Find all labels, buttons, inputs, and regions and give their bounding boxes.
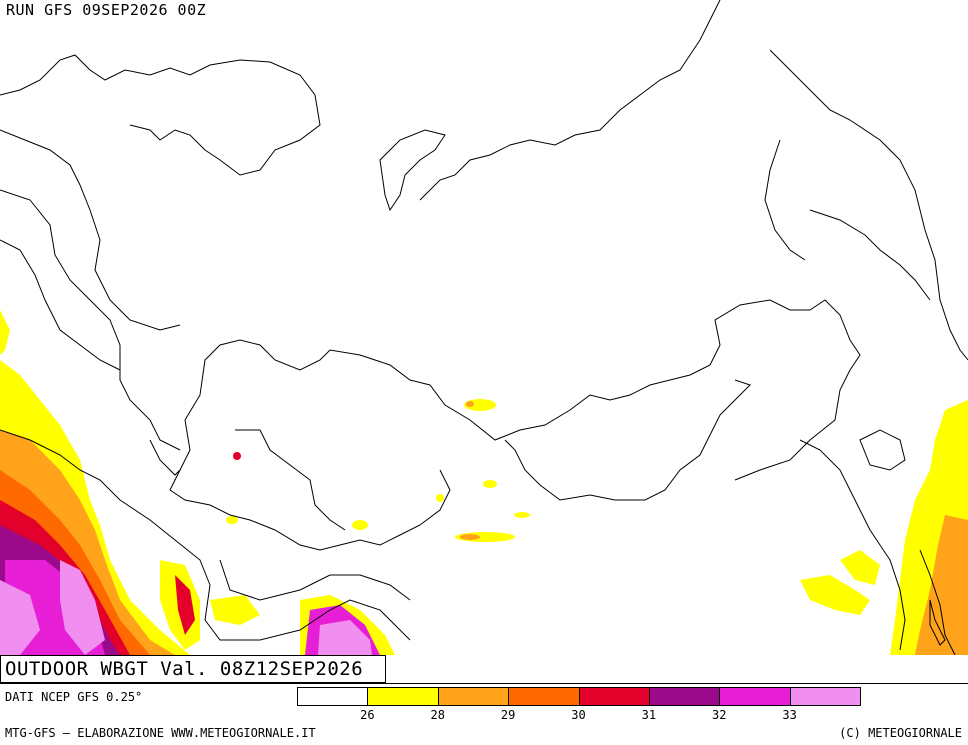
legend-swatch [297,687,369,706]
legend-swatch [648,687,721,706]
legend-tick-label: 31 [641,708,657,722]
map-borders [0,0,968,656]
run-label: RUN GFS 09SEP2026 00Z [4,1,209,19]
map-title-box: OUTDOOR WBGT Val. 08Z12SEP2026 [0,655,386,683]
map-canvas [0,0,968,656]
legend-tick-label: 32 [712,708,727,722]
legend-tick-label: 29 [500,708,516,722]
map-title: OUTDOOR WBGT Val. 08Z12SEP2026 [5,658,364,680]
legend-swatch [367,687,439,706]
wbgt-field-arabia-south [160,560,395,655]
footer-credit: MTG-GFS — ELABORAZIONE WWW.METEOGIORNALE… [5,726,316,740]
legend-swatch [789,687,861,706]
legend-tick-label: 26 [360,708,375,722]
legend-swatch [578,687,650,706]
legend-tick-label: 33 [782,708,797,722]
wbgt-field-west [0,310,190,655]
legend-swatch [437,687,510,706]
legend-tick-label: 28 [430,708,445,722]
legend-swatch [719,687,791,706]
wbgt-field-east [800,400,968,655]
wbgt-field-central-spots [226,399,530,542]
legend-swatch [508,687,580,706]
footer-copyright: (C) METEOGIORNALE [839,726,962,740]
legend-tick-label: 30 [571,708,586,722]
color-legend: 26 28 29 30 31 32 33 [297,687,861,722]
forecast-map [0,0,968,684]
data-source-label: DATI NCEP GFS 0.25° [5,690,143,704]
